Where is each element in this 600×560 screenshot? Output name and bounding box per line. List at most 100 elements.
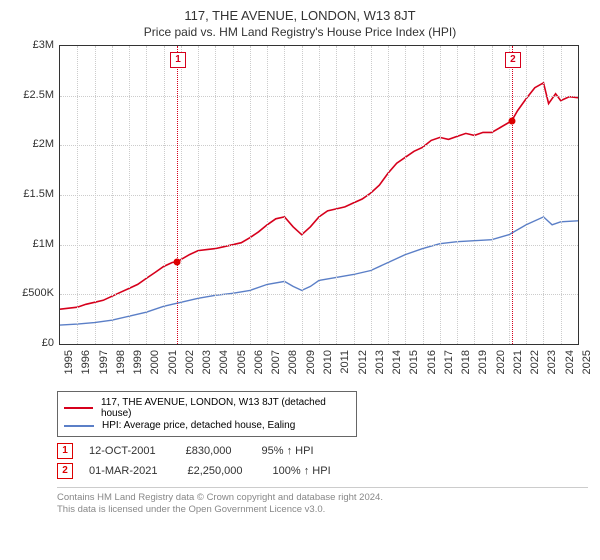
x-axis-label: 1998 bbox=[115, 350, 127, 374]
legend-row: 117, THE AVENUE, LONDON, W13 8JT (detach… bbox=[64, 397, 350, 419]
gridline-v bbox=[492, 46, 493, 344]
gridline-v bbox=[302, 46, 303, 344]
gridline-v bbox=[233, 46, 234, 344]
x-axis-label: 1996 bbox=[80, 350, 92, 374]
gridline-v bbox=[457, 46, 458, 344]
y-axis-label: £1.5M bbox=[23, 188, 54, 200]
transaction-marker: 2 bbox=[57, 463, 73, 479]
gridline-v bbox=[146, 46, 147, 344]
gridline-v bbox=[474, 46, 475, 344]
x-axis-label: 2010 bbox=[322, 350, 334, 374]
transaction-pct: 95% ↑ HPI bbox=[262, 445, 314, 457]
x-axis-label: 2020 bbox=[495, 350, 507, 374]
chart-area: 12 £0£500K£1M£1.5M£2M£2.5M£3M19951996199… bbox=[14, 45, 584, 385]
chart-subtitle: Price paid vs. HM Land Registry's House … bbox=[12, 25, 588, 39]
gridline-v bbox=[267, 46, 268, 344]
x-axis-label: 2023 bbox=[546, 350, 558, 374]
gridline-v bbox=[129, 46, 130, 344]
chart-container: 117, THE AVENUE, LONDON, W13 8JT Price p… bbox=[0, 0, 600, 560]
footer-line-2: This data is licensed under the Open Gov… bbox=[57, 504, 588, 516]
footer-line-1: Contains HM Land Registry data © Crown c… bbox=[57, 492, 588, 504]
gridline-v bbox=[371, 46, 372, 344]
y-axis-label: £3M bbox=[33, 39, 54, 51]
transactions-table: 1 12-OCT-2001 £830,000 95% ↑ HPI 2 01-MAR-202… bbox=[57, 443, 588, 479]
gridline-v bbox=[319, 46, 320, 344]
transaction-price: £830,000 bbox=[186, 445, 232, 457]
x-axis-label: 2003 bbox=[201, 350, 213, 374]
gridline-v bbox=[543, 46, 544, 344]
x-axis-label: 2021 bbox=[512, 350, 524, 374]
x-axis-label: 2024 bbox=[564, 350, 576, 374]
x-axis-label: 2000 bbox=[149, 350, 161, 374]
x-axis-label: 2002 bbox=[184, 350, 196, 374]
footer-attribution: Contains HM Land Registry data © Crown c… bbox=[57, 487, 588, 517]
x-axis-label: 2009 bbox=[305, 350, 317, 374]
legend-swatch bbox=[64, 407, 93, 409]
y-axis-label: £0 bbox=[42, 337, 54, 349]
gridline-v bbox=[440, 46, 441, 344]
gridline-v bbox=[423, 46, 424, 344]
marker-box-1: 1 bbox=[170, 52, 186, 68]
x-axis-label: 2005 bbox=[236, 350, 248, 374]
plot-region: 12 bbox=[59, 45, 579, 345]
chart-title: 117, THE AVENUE, LONDON, W13 8JT bbox=[12, 8, 588, 23]
y-axis-label: £2M bbox=[33, 138, 54, 150]
transaction-pct: 100% ↑ HPI bbox=[273, 465, 331, 477]
gridline-v bbox=[284, 46, 285, 344]
gridline-v bbox=[215, 46, 216, 344]
transaction-row: 2 01-MAR-2021 £2,250,000 100% ↑ HPI bbox=[57, 463, 588, 479]
x-axis-label: 2017 bbox=[443, 350, 455, 374]
marker-dot-1 bbox=[174, 258, 181, 265]
y-axis-label: £1M bbox=[33, 238, 54, 250]
gridline-v bbox=[250, 46, 251, 344]
gridline-v bbox=[354, 46, 355, 344]
x-axis-label: 2012 bbox=[357, 350, 369, 374]
transaction-date: 01-MAR-2021 bbox=[89, 465, 157, 477]
x-axis-label: 2019 bbox=[477, 350, 489, 374]
x-axis-label: 2004 bbox=[218, 350, 230, 374]
legend-label: 117, THE AVENUE, LONDON, W13 8JT (detach… bbox=[101, 397, 350, 419]
marker-box-2: 2 bbox=[505, 52, 521, 68]
gridline-v bbox=[388, 46, 389, 344]
transaction-row: 1 12-OCT-2001 £830,000 95% ↑ HPI bbox=[57, 443, 588, 459]
x-axis-label: 2011 bbox=[339, 350, 351, 374]
x-axis-label: 2016 bbox=[426, 350, 438, 374]
transaction-vs: HPI bbox=[292, 445, 313, 457]
gridline-v bbox=[561, 46, 562, 344]
x-axis-label: 2015 bbox=[408, 350, 420, 374]
x-axis-label: 2008 bbox=[287, 350, 299, 374]
x-axis-label: 2006 bbox=[253, 350, 265, 374]
gridline-v bbox=[336, 46, 337, 344]
gridline-v bbox=[526, 46, 527, 344]
marker-vline-1 bbox=[177, 46, 178, 344]
gridline-v bbox=[181, 46, 182, 344]
x-axis-label: 2022 bbox=[529, 350, 541, 374]
x-axis-label: 2001 bbox=[167, 350, 179, 374]
legend-swatch bbox=[64, 425, 94, 427]
gridline-v bbox=[77, 46, 78, 344]
gridline-v bbox=[509, 46, 510, 344]
x-axis-label: 2007 bbox=[270, 350, 282, 374]
y-axis-label: £500K bbox=[22, 287, 54, 299]
legend: 117, THE AVENUE, LONDON, W13 8JT (detach… bbox=[57, 391, 357, 437]
transaction-vs: HPI bbox=[309, 465, 330, 477]
x-axis-label: 1999 bbox=[132, 350, 144, 374]
transaction-price: £2,250,000 bbox=[187, 465, 242, 477]
transaction-marker: 1 bbox=[57, 443, 73, 459]
marker-dot-2 bbox=[508, 117, 515, 124]
legend-row: HPI: Average price, detached house, Eali… bbox=[64, 420, 350, 431]
x-axis-label: 2014 bbox=[391, 350, 403, 374]
marker-vline-2 bbox=[512, 46, 513, 344]
x-axis-label: 2018 bbox=[460, 350, 472, 374]
gridline-v bbox=[95, 46, 96, 344]
x-axis-label: 1997 bbox=[98, 350, 110, 374]
x-axis-label: 1995 bbox=[63, 350, 75, 374]
legend-label: HPI: Average price, detached house, Eali… bbox=[102, 420, 295, 431]
gridline-v bbox=[112, 46, 113, 344]
x-axis-label: 2025 bbox=[581, 350, 593, 374]
x-axis-label: 2013 bbox=[374, 350, 386, 374]
gridline-v bbox=[164, 46, 165, 344]
gridline-v bbox=[198, 46, 199, 344]
gridline-v bbox=[405, 46, 406, 344]
transaction-date: 12-OCT-2001 bbox=[89, 445, 156, 457]
